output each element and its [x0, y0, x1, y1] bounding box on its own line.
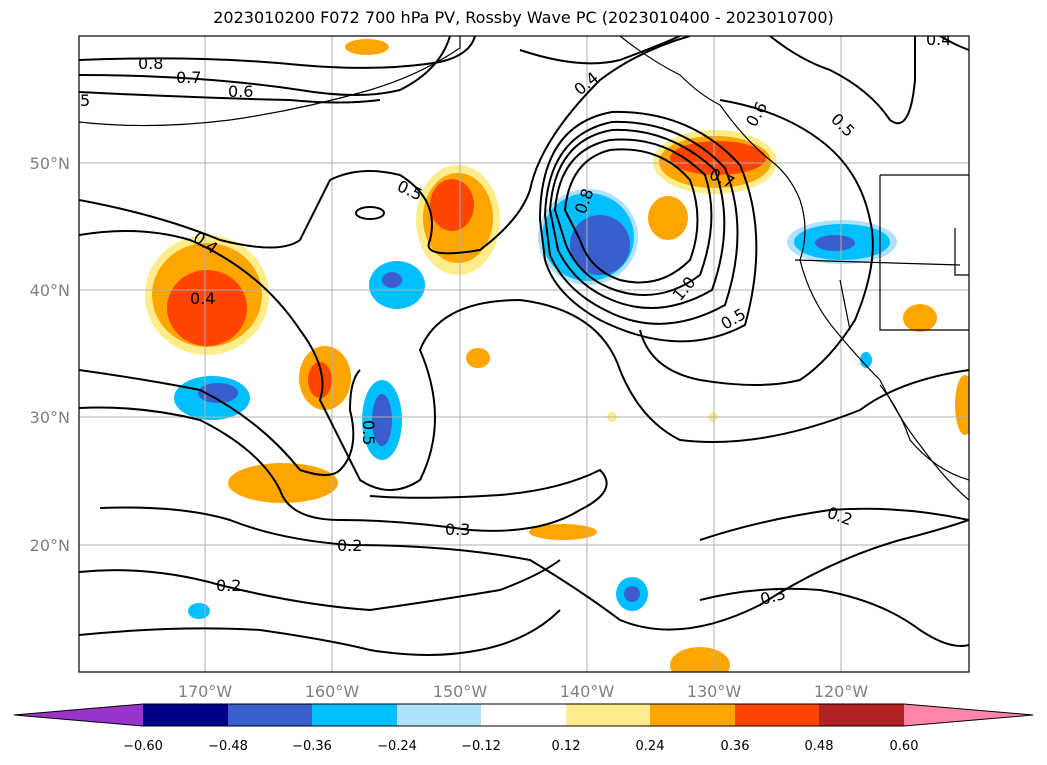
colorbar-ticks: −0.60 −0.48 −0.36 −0.24 −0.12 0.12 0.24 … — [123, 739, 918, 754]
lat-label: 50°N — [30, 154, 70, 173]
colorbar-extend-low — [14, 704, 143, 726]
contour-label: 0.8 — [138, 54, 163, 73]
shade-positive-blob — [308, 362, 332, 398]
colorbar-segment — [650, 704, 735, 726]
contour-label: 0.6 — [228, 82, 253, 101]
shade-positive-blob — [466, 348, 490, 368]
colorbar-tick-label: 0.48 — [805, 739, 834, 754]
lat-label: 40°N — [30, 281, 70, 300]
contour-label: 0.3 — [445, 520, 470, 539]
lat-label: 30°N — [30, 408, 70, 427]
colorbar-segment — [819, 704, 904, 726]
shade-positive-blob — [167, 270, 247, 346]
colorbar-tick-label: −0.36 — [292, 739, 332, 754]
latitude-labels: 50°N 40°N 30°N 20°N — [30, 154, 70, 555]
colorbar-extend-high — [904, 704, 1033, 726]
colorbar-tick-label: 0.60 — [890, 739, 919, 754]
shade-positive-blob — [529, 524, 597, 540]
shade-positive-blob — [670, 647, 730, 672]
contour-label: 0.4 — [926, 30, 951, 49]
colorbar-segment — [143, 704, 228, 726]
contour-label: 5 — [80, 91, 90, 110]
colorbar-segment — [312, 704, 397, 726]
pv-contours — [79, 36, 969, 656]
map-border — [78, 35, 970, 673]
colorbar-tick-label: 0.36 — [721, 739, 750, 754]
colorbar-tick-label: −0.12 — [461, 739, 501, 754]
coastlines — [79, 36, 969, 501]
contour-label: 0.2 — [337, 536, 362, 555]
longitude-labels: 170°W 160°W 150°W 140°W 130°W 120°W — [178, 682, 869, 701]
colorbar-segment — [397, 704, 481, 726]
shade-positive-blob — [648, 196, 688, 240]
contour-label: 0.7 — [176, 68, 201, 87]
lon-label: 150°W — [433, 682, 488, 701]
contour-label: 0.4 — [190, 289, 215, 308]
colorbar-outline — [13, 703, 1034, 727]
lon-label: 140°W — [560, 682, 615, 701]
shade-negative-blob — [382, 272, 402, 288]
colorbar-segment — [228, 704, 312, 726]
colorbar-segment — [481, 704, 566, 726]
map-title: 2023010200 F072 700 hPa PV, Rossby Wave … — [213, 8, 834, 27]
colorbar-tick-label: 0.12 — [552, 739, 581, 754]
contour-label: 0.5 — [359, 420, 378, 445]
lon-label: 170°W — [178, 682, 233, 701]
colorbar-segment — [735, 704, 819, 726]
colorbar-tick-label: −0.60 — [123, 739, 163, 754]
shade-negative-blob — [372, 394, 392, 446]
shade-positive-blob — [430, 179, 474, 231]
shade-positive-blob — [955, 375, 969, 435]
colorbar-segment — [566, 704, 650, 726]
lon-label: 160°W — [305, 682, 360, 701]
colorbar-tick-label: −0.48 — [208, 739, 248, 754]
colorbar: −0.60 −0.48 −0.36 −0.24 −0.12 0.12 0.24 … — [13, 703, 1034, 754]
lon-label: 120°W — [814, 682, 869, 701]
shade-positive-blob — [670, 141, 766, 175]
colorbar-tick-label: −0.24 — [377, 739, 417, 754]
shade-negative-blob — [815, 235, 855, 251]
shade-negative-blob — [198, 383, 238, 403]
map-panel — [79, 36, 969, 672]
lon-label: 130°W — [687, 682, 742, 701]
colorbar-tick-label: 0.24 — [636, 739, 665, 754]
shade-negative-blob — [860, 352, 872, 368]
shade-negative-blob — [624, 586, 640, 602]
shade-positive-blob — [345, 39, 389, 55]
shade-positive-blob — [903, 304, 937, 332]
contour-label: 0.2 — [216, 576, 241, 595]
lat-label: 20°N — [30, 536, 70, 555]
shade-negative-blob — [570, 215, 630, 275]
shade-negative-blob — [188, 603, 210, 619]
